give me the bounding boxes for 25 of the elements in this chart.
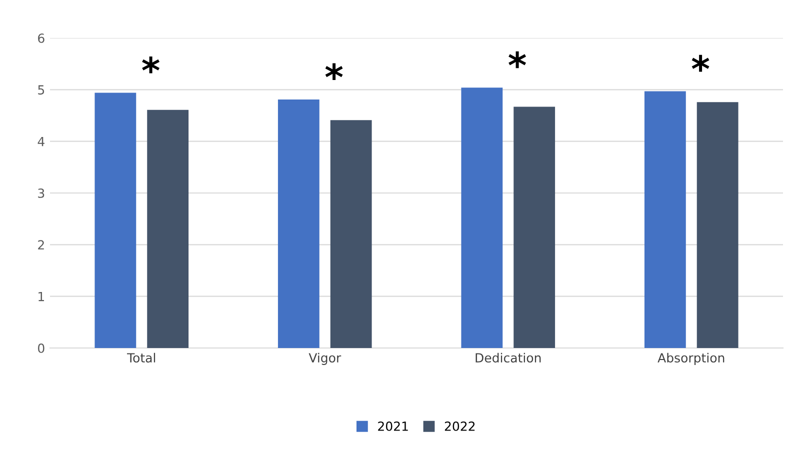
bar xyxy=(147,110,189,348)
annotation: * xyxy=(508,51,526,68)
bar xyxy=(94,92,136,348)
x-tick-label: Vigor xyxy=(308,352,342,365)
x-tick-label: Dedication xyxy=(476,352,541,363)
annotation: * xyxy=(692,54,710,72)
y-tick-label: 2 xyxy=(38,240,44,250)
y-tick-label: 4 xyxy=(38,136,44,146)
legend-label: 2022 xyxy=(444,421,475,431)
legend-label: 2021 xyxy=(378,421,408,431)
bar xyxy=(330,120,372,348)
y-tick-label: 6 xyxy=(38,33,44,43)
bar xyxy=(278,99,320,348)
bar xyxy=(696,102,738,348)
y-tick-label: 5 xyxy=(38,85,44,95)
bar xyxy=(514,106,556,348)
y-tick-label: 0 xyxy=(38,343,44,353)
bar xyxy=(461,88,503,348)
x-tick-label: Total xyxy=(126,352,156,363)
y-tick-label: 3 xyxy=(38,188,44,198)
x-tick-label: Absorption xyxy=(658,352,724,365)
y-tick-label: 1 xyxy=(38,292,44,302)
annotation: * xyxy=(142,56,160,74)
bar xyxy=(644,91,686,348)
annotation: * xyxy=(325,63,343,80)
